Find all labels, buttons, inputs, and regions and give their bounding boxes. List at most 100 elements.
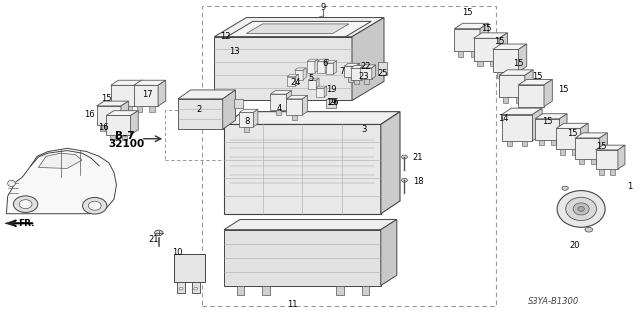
Text: 21: 21 [413,153,423,162]
Text: S3YA-B1300: S3YA-B1300 [528,297,579,306]
Polygon shape [502,115,532,141]
Text: 22: 22 [360,63,371,71]
Bar [362,286,369,295]
Ellipse shape [88,201,101,210]
Text: 24: 24 [291,78,301,87]
Polygon shape [111,85,135,106]
Text: FR.: FR. [18,219,35,228]
Text: 26: 26 [328,98,339,107]
Polygon shape [544,79,552,107]
Polygon shape [575,133,607,138]
Bar [174,254,205,282]
Text: 32100: 32100 [108,139,144,149]
Polygon shape [344,63,360,66]
Polygon shape [295,68,307,70]
Ellipse shape [578,207,584,211]
Bar [477,61,483,66]
Polygon shape [356,63,360,77]
Polygon shape [618,145,625,169]
Bar [539,140,544,145]
Text: 15: 15 [532,72,543,81]
Text: 6: 6 [323,59,328,68]
Text: 15: 15 [558,85,568,94]
Polygon shape [317,61,325,72]
Text: 15: 15 [542,117,552,126]
Polygon shape [493,44,527,49]
Bar [591,159,596,165]
Text: 15: 15 [568,130,578,138]
Polygon shape [253,109,258,127]
Polygon shape [303,95,308,115]
Bar [507,141,512,146]
Polygon shape [97,101,129,106]
Bar [202,6,496,306]
Bar [503,97,508,103]
Bar [522,141,527,146]
Polygon shape [178,90,236,99]
Polygon shape [324,86,326,97]
Polygon shape [372,65,376,79]
Polygon shape [307,59,318,61]
Bar [336,286,344,295]
Bar [522,107,527,112]
Polygon shape [121,101,129,125]
Text: 17: 17 [142,90,152,99]
Polygon shape [333,61,337,74]
Polygon shape [308,80,317,89]
Text: 18: 18 [413,177,424,186]
Polygon shape [287,77,296,86]
Polygon shape [502,108,542,115]
Text: 15: 15 [596,142,607,151]
Polygon shape [351,65,366,68]
Text: 15: 15 [102,94,112,103]
Polygon shape [227,21,371,37]
Bar [471,51,476,57]
Bar [237,286,244,295]
Text: 25: 25 [378,69,388,78]
Polygon shape [556,123,588,129]
Ellipse shape [562,186,568,190]
Polygon shape [134,80,166,85]
Ellipse shape [194,287,198,290]
Ellipse shape [8,180,15,187]
Polygon shape [158,80,166,106]
Polygon shape [454,23,488,29]
Bar [262,286,270,295]
Bar [598,169,604,175]
Bar [138,106,143,112]
Polygon shape [499,70,533,75]
Polygon shape [214,37,352,100]
Polygon shape [325,59,328,72]
Polygon shape [556,129,580,149]
Polygon shape [223,90,236,129]
Polygon shape [106,111,138,115]
Polygon shape [315,59,318,72]
Text: 15: 15 [481,24,492,33]
Polygon shape [595,145,625,150]
Polygon shape [296,74,298,86]
Polygon shape [499,33,508,61]
Bar [364,79,369,84]
Polygon shape [381,112,400,214]
Bar [276,110,281,115]
Polygon shape [499,75,525,97]
Polygon shape [224,230,381,286]
Ellipse shape [402,155,408,159]
Polygon shape [535,114,567,119]
Polygon shape [6,148,116,214]
Ellipse shape [573,203,589,215]
Bar [516,97,521,103]
Polygon shape [287,91,292,110]
Polygon shape [270,94,287,110]
Bar [150,106,155,112]
Polygon shape [559,114,567,140]
Polygon shape [326,63,333,74]
Ellipse shape [557,191,605,227]
Polygon shape [518,79,552,85]
Text: 5: 5 [308,74,314,83]
Polygon shape [362,65,366,80]
Polygon shape [595,150,618,169]
Polygon shape [316,88,324,97]
Bar [292,115,297,120]
Text: 10: 10 [172,248,182,256]
